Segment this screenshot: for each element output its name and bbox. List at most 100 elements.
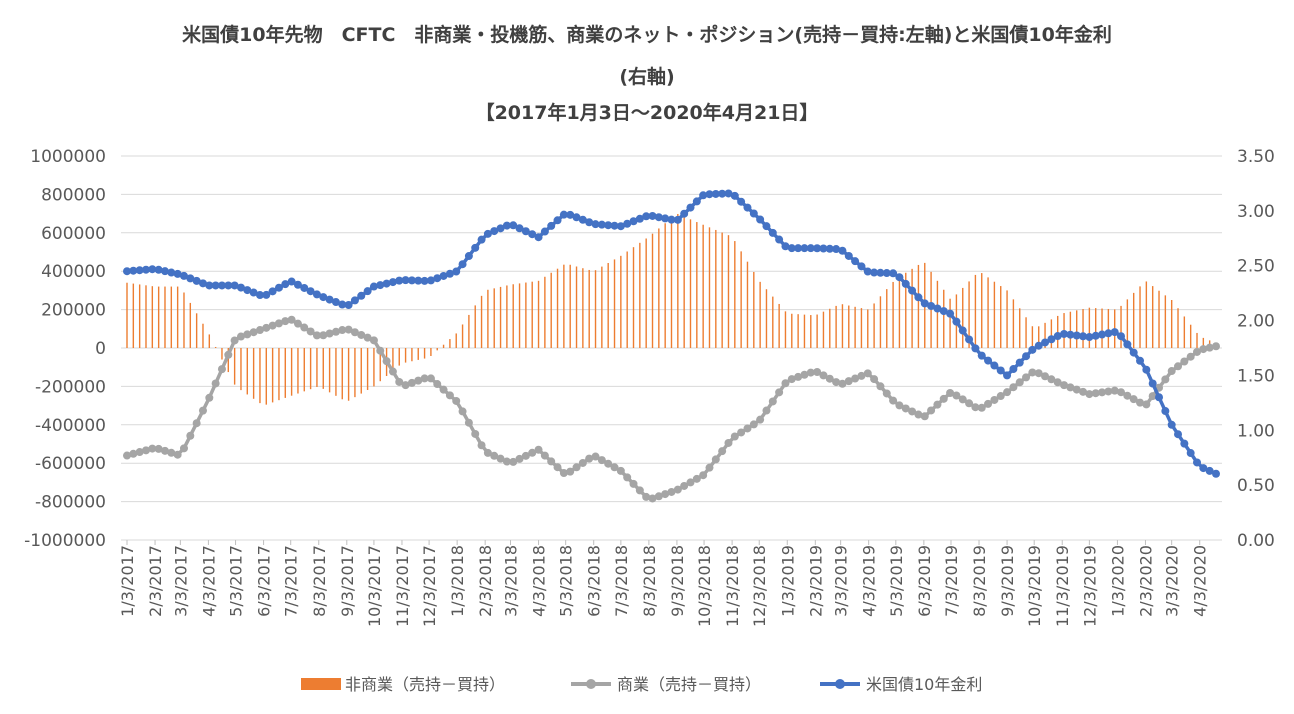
bar-non-commercial	[183, 292, 185, 348]
point-commercial	[794, 372, 803, 381]
point-yield	[306, 287, 315, 296]
x-tick-label: 8/3/2018	[640, 545, 659, 617]
bar-non-commercial	[265, 348, 267, 405]
point-commercial	[920, 412, 929, 421]
point-commercial	[129, 449, 138, 458]
point-yield	[1167, 420, 1176, 429]
x-tick-label: 9/3/2017	[338, 545, 357, 617]
x-tick-label: 1/3/2020	[1108, 545, 1127, 617]
right-tick-label: 0.50	[1237, 476, 1275, 496]
bar-non-commercial	[905, 272, 907, 348]
bar-non-commercial	[138, 284, 141, 348]
chart-title-line-3: 【2017年1月3日～2020年4月21日】	[475, 102, 819, 124]
bar-non-commercial	[347, 348, 350, 401]
point-yield	[876, 268, 885, 277]
chart-title-line-1: 米国債10年先物 CFTC 非商業・投機筋、商業のネット・ポジション(売持－買持…	[182, 24, 1112, 46]
point-yield	[388, 278, 397, 287]
point-commercial	[458, 407, 467, 416]
bar-non-commercial	[1183, 316, 1186, 348]
point-yield	[585, 218, 594, 227]
point-commercial	[1199, 345, 1208, 354]
point-commercial	[1053, 378, 1062, 387]
bar-non-commercial	[354, 348, 356, 398]
bar-non-commercial	[632, 247, 635, 348]
point-yield	[293, 280, 302, 289]
point-commercial	[781, 379, 790, 388]
x-tick-label: 1/3/2019	[778, 545, 797, 617]
x-tick-label: 6/3/2019	[915, 545, 934, 617]
point-commercial	[635, 486, 644, 495]
point-commercial	[1136, 398, 1145, 407]
left-tick-label: 600000	[41, 224, 106, 244]
point-commercial	[452, 396, 461, 405]
point-yield	[287, 277, 296, 286]
bar-non-commercial	[936, 280, 939, 348]
point-commercial	[1098, 388, 1107, 397]
bar-non-commercial	[1126, 299, 1129, 348]
point-commercial	[483, 448, 492, 457]
point-yield	[851, 257, 860, 266]
point-commercial	[882, 389, 891, 398]
point-commercial	[1123, 391, 1132, 400]
point-commercial	[198, 406, 207, 415]
right-tick-label: 2.50	[1237, 257, 1275, 277]
point-commercial	[255, 326, 264, 335]
point-commercial	[160, 446, 169, 455]
point-yield	[705, 190, 714, 199]
bar-non-commercial	[867, 309, 869, 348]
point-yield	[1034, 341, 1043, 350]
x-tick-label: 12/3/2018	[750, 545, 769, 627]
left-tick-label: 200000	[41, 301, 106, 321]
point-yield	[160, 267, 169, 276]
point-commercial	[958, 395, 967, 404]
point-yield	[426, 276, 435, 285]
point-yield	[262, 290, 271, 299]
point-yield	[692, 197, 701, 206]
point-yield	[756, 215, 765, 224]
x-tick-label: 12/3/2019	[1080, 545, 1099, 627]
point-yield	[1193, 458, 1202, 467]
point-yield	[800, 244, 809, 253]
bar-non-commercial	[1025, 317, 1027, 348]
point-yield	[597, 220, 606, 229]
point-yield	[882, 269, 891, 278]
point-yield	[996, 366, 1005, 375]
point-yield	[154, 265, 163, 274]
point-commercial	[977, 403, 986, 412]
point-commercial	[363, 333, 372, 342]
point-commercial	[851, 374, 860, 383]
x-tick-label: 1/3/2017	[118, 545, 137, 617]
point-yield	[781, 242, 790, 251]
x-tick-label: 4/3/2017	[199, 545, 218, 617]
point-commercial	[654, 492, 663, 501]
x-tick-label: 6/3/2017	[255, 545, 274, 617]
bar-non-commercial	[962, 287, 964, 348]
point-yield	[1047, 335, 1056, 344]
bar-non-commercial	[886, 289, 888, 348]
point-commercial	[749, 420, 758, 429]
bar-non-commercial	[1189, 324, 1192, 348]
point-commercial	[344, 325, 353, 334]
point-commercial	[230, 336, 239, 345]
point-commercial	[686, 478, 695, 487]
x-tick-label: 3/3/2019	[832, 545, 851, 617]
point-commercial	[1148, 392, 1157, 401]
bar-non-commercial	[151, 286, 154, 348]
bar-non-commercial	[810, 315, 812, 348]
point-yield	[958, 326, 967, 335]
point-commercial	[616, 466, 625, 475]
point-yield	[889, 269, 898, 278]
point-yield	[844, 251, 853, 260]
bar-non-commercial	[1196, 332, 1198, 348]
point-commercial	[496, 454, 505, 463]
bar-non-commercial	[734, 241, 736, 348]
bar-non-commercial	[1000, 286, 1002, 348]
point-yield	[1015, 358, 1024, 367]
point-commercial	[141, 446, 150, 455]
point-commercial	[610, 463, 619, 472]
point-commercial	[787, 375, 796, 384]
point-commercial	[984, 399, 993, 408]
point-commercial	[667, 487, 676, 496]
point-commercial	[591, 452, 600, 461]
point-commercial	[1047, 375, 1056, 384]
